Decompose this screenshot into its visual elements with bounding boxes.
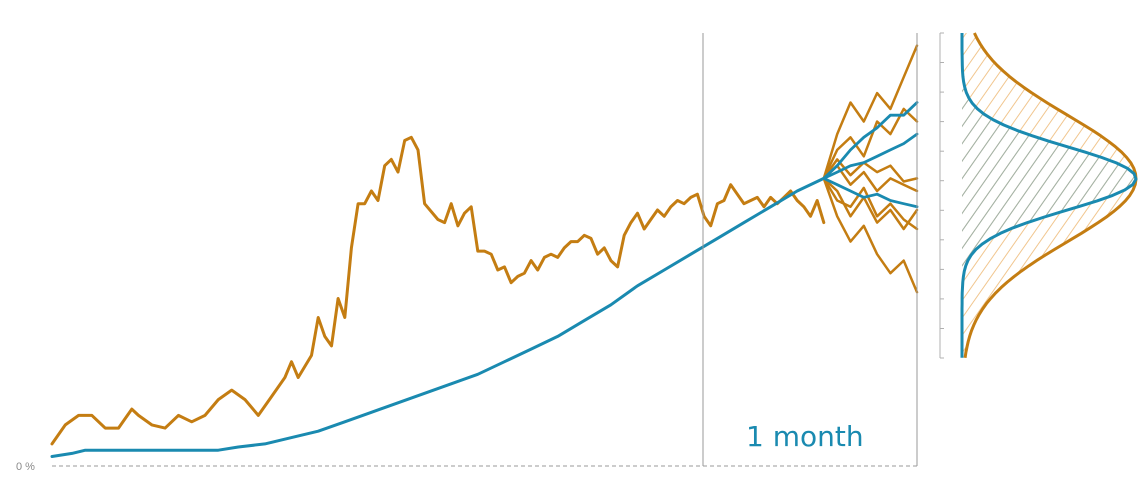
forecast-horizon-label: 1 month	[746, 420, 864, 453]
volatile-forecast-path-3	[822, 177, 919, 231]
smooth-forecast-path-1	[822, 101, 919, 180]
smooth-forecast-path-3	[822, 176, 919, 209]
volatile-forecast-path-5	[822, 177, 919, 294]
forecast-layer	[822, 44, 919, 294]
distribution-layer	[939, 32, 1138, 359]
volatile-forecast-path-4	[822, 177, 919, 231]
history-layer	[50, 135, 826, 458]
smooth-history-line	[50, 176, 826, 458]
volatile-density-curve	[963, 32, 1138, 359]
volatile-forecast-path-7	[822, 164, 919, 193]
smooth-forecast-path-2	[822, 132, 919, 180]
smooth-density-curve	[960, 33, 1138, 358]
volatile-forecast-path-2	[822, 107, 919, 180]
volatile-forecast-path-6	[822, 44, 919, 180]
volatile-history-line	[50, 135, 826, 446]
smooth-density-area	[962, 33, 1136, 358]
zero-y-tick-label: 0 %	[16, 461, 35, 473]
